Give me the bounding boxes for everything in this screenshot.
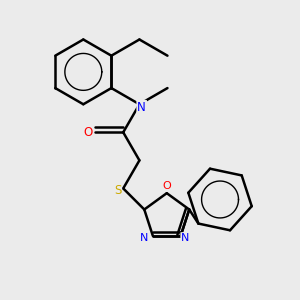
Text: N: N	[181, 233, 189, 243]
Text: S: S	[114, 184, 121, 197]
Text: O: O	[83, 126, 92, 139]
Text: N: N	[140, 233, 149, 243]
Text: O: O	[162, 181, 171, 191]
Text: N: N	[137, 101, 146, 114]
